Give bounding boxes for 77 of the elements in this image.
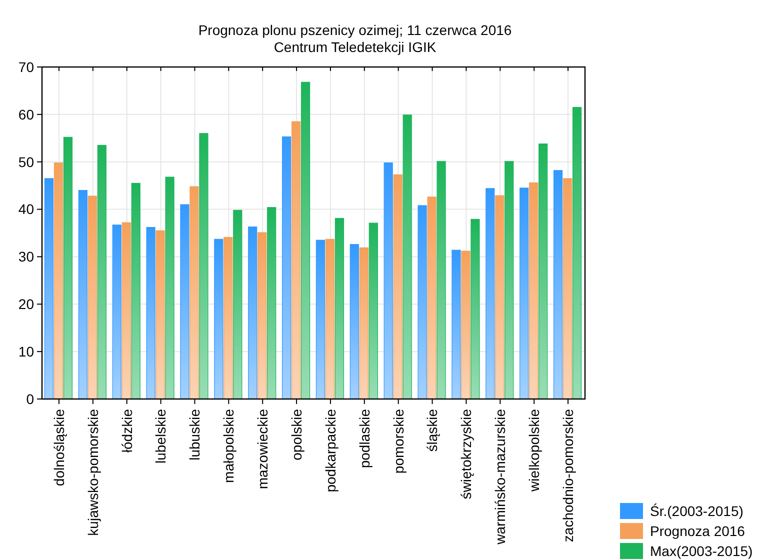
bar [248, 226, 258, 400]
x-tick-label: zachodnio-pomorskie [560, 408, 576, 542]
bar [300, 82, 310, 400]
y-tick-label: 70 [18, 58, 34, 75]
bar [418, 205, 427, 400]
x-tick-label: podkarpackie [322, 408, 338, 492]
bar [97, 144, 106, 400]
bar [562, 178, 572, 400]
x-tick-label: podlaskie [356, 408, 372, 468]
bar [258, 232, 267, 400]
bar [334, 218, 344, 400]
y-tick-label: 50 [18, 154, 34, 170]
x-tick-label: mazowieckie [254, 408, 270, 490]
y-tick-label: 30 [18, 248, 34, 265]
bar [291, 121, 301, 400]
bar [436, 161, 446, 400]
bar [470, 218, 480, 400]
x-tick-label: świętokrzyskie [458, 408, 474, 500]
bar [146, 227, 156, 400]
bar [368, 222, 378, 400]
bar [520, 188, 529, 400]
bar [325, 238, 335, 400]
x-tick-label: śląskie [424, 408, 440, 452]
bar [529, 182, 538, 400]
bar [214, 238, 224, 400]
bar [538, 144, 548, 400]
bar [165, 176, 174, 400]
x-tick-label: dolnośląskie [50, 408, 67, 486]
bar [190, 186, 199, 400]
bar [122, 222, 131, 400]
bar [504, 161, 514, 400]
bar [180, 204, 190, 400]
bar [44, 178, 54, 400]
bar [553, 170, 563, 400]
bar [572, 107, 582, 400]
bar [156, 230, 165, 400]
bar [199, 133, 208, 400]
bar [54, 162, 64, 400]
legend-label: Prognoza 2016 [650, 522, 746, 539]
bar [78, 190, 88, 400]
legend-label: Max(2003-2015) [650, 542, 753, 559]
bar [350, 244, 359, 400]
bar [384, 162, 393, 400]
bar [316, 240, 326, 400]
x-tick-label: małopolskie [220, 408, 237, 483]
bar [402, 114, 412, 400]
bar [233, 210, 242, 400]
x-tick-label: kujawsko-pomorskie [84, 408, 101, 536]
bar [427, 196, 436, 400]
bar [112, 224, 122, 400]
x-tick-label: pomorskie [390, 408, 406, 474]
bar [452, 250, 461, 400]
bar [224, 236, 233, 400]
bar [486, 188, 495, 400]
x-tick-label: warmińsko-mazurskie [492, 408, 508, 546]
bar [461, 250, 470, 400]
y-tick-label: 60 [18, 106, 34, 122]
bar [393, 174, 402, 400]
bar [495, 195, 504, 400]
bar [359, 247, 368, 400]
legend-label: Śr.(2003-2015) [650, 502, 744, 519]
y-tick-label: 40 [18, 201, 34, 218]
chart-title: Prognoza plonu pszenicy ozimej; 11 czerwca 2016 [198, 22, 512, 38]
x-tick-label: łódzkie [118, 408, 135, 453]
bar [88, 196, 97, 400]
x-tick-label: wielkopolskie [526, 408, 542, 492]
y-tick-label: 0 [26, 390, 34, 407]
chart-subtitle: Centrum Teledetekcji IGIK [274, 39, 437, 55]
y-tick-label: 20 [18, 296, 34, 312]
bar [63, 136, 73, 400]
bar [131, 182, 140, 400]
x-tick-label: lubelskie [152, 408, 169, 464]
y-tick-label: 10 [18, 343, 34, 360]
bar [282, 136, 292, 400]
bar [267, 207, 276, 400]
x-tick-label: opolskie [288, 408, 304, 460]
x-tick-label: lubuskie [186, 408, 203, 460]
